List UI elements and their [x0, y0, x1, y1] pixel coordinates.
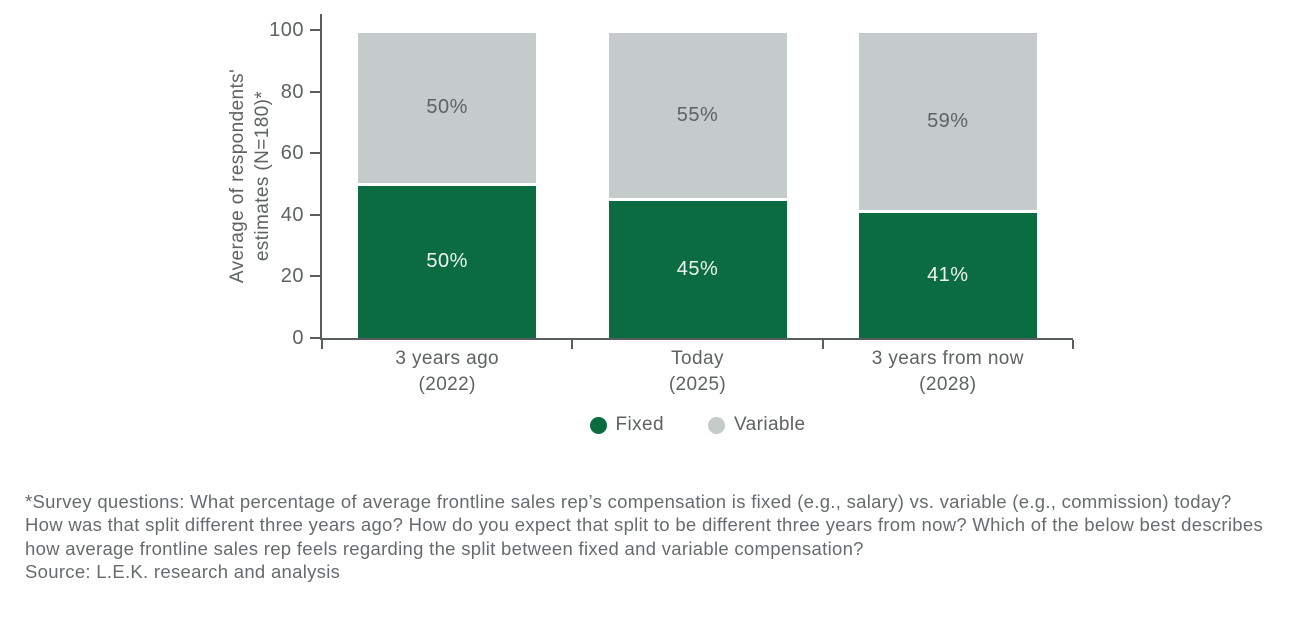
- legend-dot-fixed-icon: [589, 416, 607, 434]
- y-tick-label: 0: [292, 327, 304, 349]
- legend-dot-variable-icon: [707, 416, 725, 434]
- bar-value-label: 50%: [426, 96, 468, 119]
- y-tick: [310, 29, 320, 31]
- y-tick-label: 100: [269, 19, 304, 41]
- bar-value-label: 41%: [927, 263, 969, 286]
- x-category-label-line: Today: [671, 348, 724, 369]
- x-category-label-line: 3 years ago: [395, 348, 499, 369]
- stacked-bar: 55% 45%: [608, 33, 787, 338]
- legend-label: Fixed: [615, 414, 664, 435]
- x-axis-line: [320, 338, 1073, 340]
- x-category-label: 3 years ago (2022): [322, 346, 572, 398]
- y-tick-label: 40: [280, 203, 304, 226]
- x-tick: [571, 340, 574, 349]
- bar-value-label: 50%: [426, 250, 468, 273]
- x-category-label: Today (2025): [572, 346, 822, 398]
- footnote: *Survey questions: What percentage of av…: [25, 490, 1270, 583]
- x-category-label-line: (2022): [418, 374, 476, 395]
- stacked-bar: 50% 50%: [358, 33, 537, 338]
- legend-item-variable: Variable: [707, 414, 806, 436]
- plot-area: 0 20 40 60 80 100 50% 50% 55% 45% 59% 41%: [269, 14, 1074, 349]
- legend-item-fixed: Fixed: [589, 414, 664, 436]
- stacked-bar: 59% 41%: [858, 33, 1037, 338]
- bar-segment-fixed: 45%: [608, 200, 787, 338]
- bar-segment-fixed: 50%: [358, 185, 537, 338]
- y-tick: [310, 275, 320, 278]
- y-tick: [310, 90, 320, 93]
- legend: Fixed Variable: [322, 414, 1073, 436]
- y-tick-label: 60: [280, 142, 304, 165]
- x-category-label-line: (2028): [919, 374, 977, 395]
- y-tick: [310, 213, 320, 216]
- bar-value-label: 55%: [676, 103, 719, 126]
- x-tick: [321, 340, 323, 349]
- footnote-source: Source: L.E.K. research and analysis: [25, 560, 341, 582]
- bar-segment-fixed: 41%: [858, 212, 1037, 338]
- bar-value-label: 45%: [676, 257, 719, 280]
- y-tick: [310, 152, 320, 155]
- x-tick: [821, 340, 824, 349]
- y-tick-label: 20: [280, 265, 304, 288]
- x-category-label-line: 3 years from now: [871, 348, 1024, 369]
- legend-label: Variable: [733, 414, 806, 435]
- x-tick: [1072, 340, 1074, 349]
- y-tick-label: 80: [280, 80, 304, 103]
- bar-value-label: 59%: [927, 109, 969, 132]
- x-category-label: 3 years from now (2028): [823, 346, 1073, 398]
- y-tick: [310, 337, 320, 339]
- bar-segment-variable: 55%: [608, 33, 787, 201]
- x-category-label-line: (2025): [668, 374, 727, 395]
- bar-segment-variable: 59%: [858, 33, 1037, 213]
- y-axis-line: [320, 14, 322, 340]
- footnote-survey-note: *Survey questions: What percentage of av…: [25, 491, 1264, 559]
- bar-segment-variable: 50%: [358, 33, 537, 186]
